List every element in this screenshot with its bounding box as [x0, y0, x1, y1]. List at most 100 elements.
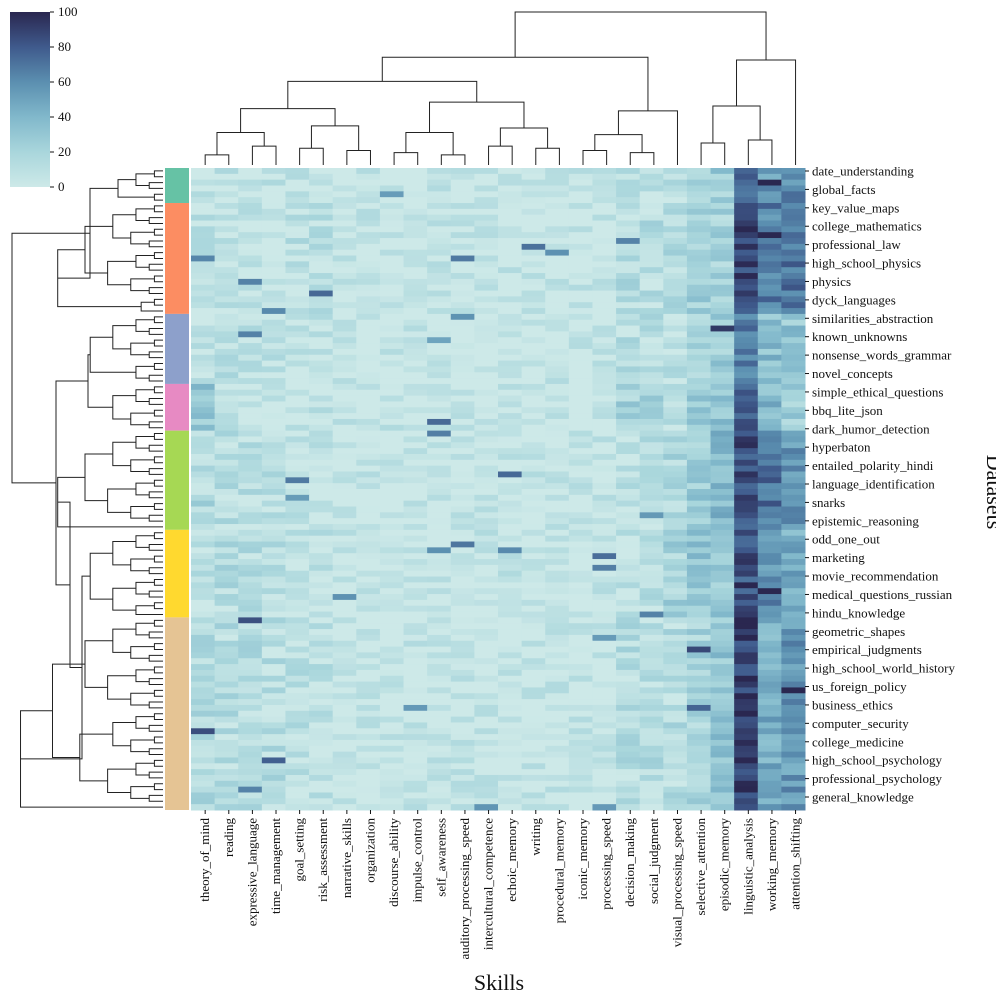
heatmap-cell: [474, 617, 499, 624]
heatmap-cell: [639, 185, 664, 192]
heatmap-cell: [191, 407, 216, 414]
heatmap-cell: [450, 413, 475, 420]
heatmap-cell: [191, 366, 216, 373]
heatmap-cell: [285, 261, 310, 268]
x-tick-label: episodic_memory: [717, 818, 732, 912]
heatmap-cell: [427, 395, 452, 402]
heatmap-cell: [710, 389, 735, 397]
x-tick-label: risk_assessment: [315, 818, 330, 902]
heatmap-cell: [498, 611, 523, 618]
heatmap-cell: [734, 588, 759, 595]
heatmap-cell: [545, 617, 570, 624]
heatmap-cell: [450, 436, 475, 443]
heatmap-cell: [757, 453, 782, 461]
heatmap-cell: [332, 559, 357, 566]
dendrogram-link: [57, 476, 163, 528]
heatmap-cell: [521, 448, 546, 455]
heatmap-cell: [686, 348, 712, 356]
heatmap-cell: [781, 343, 806, 350]
heatmap-cell: [592, 255, 617, 262]
heatmap-cell: [592, 348, 617, 356]
heatmap-cell: [379, 378, 405, 385]
heatmap-cell: [781, 535, 806, 543]
heatmap-cell: [261, 185, 286, 192]
heatmap-cell: [710, 243, 735, 251]
heatmap-cell: [356, 331, 381, 338]
heatmap-cell: [498, 535, 523, 543]
heatmap-cell: [781, 623, 806, 630]
heatmap-cell: [521, 238, 546, 245]
heatmap-cell: [498, 243, 523, 251]
heatmap-cell: [686, 483, 712, 490]
heatmap-cell: [710, 588, 735, 595]
heatmap-cell: [734, 249, 759, 257]
heatmap-cell: [474, 343, 499, 350]
dendrogram-link: [135, 716, 155, 729]
heatmap-cell: [781, 378, 806, 385]
heatmap-cell: [568, 267, 593, 274]
heatmap-cell: [285, 722, 310, 729]
heatmap-cell: [781, 296, 806, 303]
heatmap-cell: [592, 594, 617, 601]
heatmap-cell: [686, 302, 712, 309]
heatmap-cell: [686, 524, 712, 531]
heatmap-cell: [309, 652, 334, 659]
heatmap-cell: [214, 407, 239, 414]
heatmap-cell: [427, 214, 452, 222]
heatmap-cell: [568, 249, 593, 257]
heatmap-cell: [427, 372, 452, 379]
heatmap-cell: [686, 640, 712, 648]
dendrogram-link: [130, 739, 155, 753]
heatmap-cell: [686, 634, 712, 642]
heatmap-cell: [332, 594, 357, 601]
heatmap-cell: [309, 459, 334, 467]
heatmap-cell: [710, 173, 735, 181]
heatmap-cell: [663, 623, 688, 630]
heatmap-cell: [781, 302, 806, 309]
heatmap-cell: [332, 722, 357, 729]
heatmap-cell: [450, 559, 475, 566]
heatmap-cell: [568, 407, 593, 414]
heatmap-cell: [356, 337, 381, 344]
heatmap-cell: [781, 383, 806, 391]
heatmap-cell: [734, 226, 759, 233]
heatmap-cell: [214, 576, 239, 583]
heatmap-cell: [191, 716, 216, 723]
dendrogram-link: [130, 231, 155, 245]
heatmap-cell: [379, 535, 405, 543]
heatmap-cell: [191, 623, 216, 630]
heatmap-cells: [191, 168, 806, 811]
heatmap-cell: [734, 704, 759, 712]
heatmap-cell: [781, 179, 806, 187]
heatmap-cell: [450, 547, 475, 554]
heatmap-cell: [403, 214, 428, 222]
heatmap-cell: [521, 675, 546, 683]
heatmap-cell: [545, 214, 570, 222]
heatmap-cell: [521, 360, 546, 367]
heatmap-cell: [403, 745, 428, 753]
heatmap-cell: [238, 617, 263, 624]
heatmap-cell: [734, 424, 759, 432]
heatmap-cell: [379, 518, 405, 525]
heatmap-cell: [710, 407, 735, 414]
heatmap-cell: [734, 652, 759, 659]
dendrogram-link: [148, 374, 163, 382]
heatmap-cell: [592, 506, 617, 513]
heatmap-cell: [592, 360, 617, 367]
heatmap-cell: [568, 191, 593, 198]
dendrogram-link: [153, 433, 163, 440]
heatmap-cell: [663, 570, 688, 578]
heatmap-cell: [616, 203, 641, 210]
heatmap-cell: [710, 308, 735, 315]
heatmap-cell: [261, 337, 286, 344]
heatmap-cell: [663, 424, 688, 432]
heatmap-cell: [781, 716, 806, 723]
heatmap-cell: [403, 798, 428, 805]
heatmap-cell: [450, 512, 475, 519]
heatmap-cell: [332, 179, 357, 187]
heatmap-cell: [214, 664, 239, 671]
heatmap-cell: [238, 769, 263, 776]
heatmap-cell: [781, 483, 806, 490]
heatmap-cell: [309, 617, 334, 624]
heatmap-cell: [592, 704, 617, 712]
